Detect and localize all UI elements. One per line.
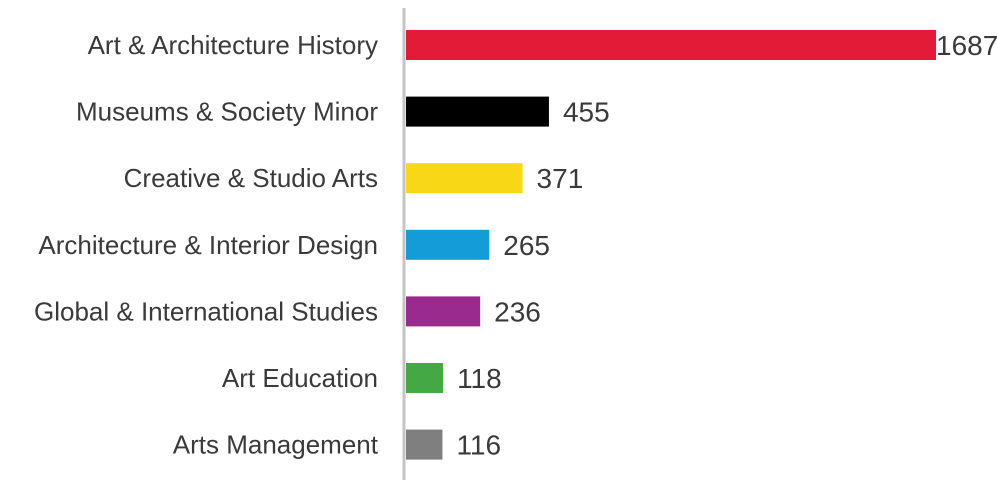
bar: [406, 30, 936, 60]
bar: [406, 363, 444, 393]
value-label: 1687: [936, 30, 997, 61]
category-label: Architecture & Interior Design: [38, 230, 378, 260]
value-label: 371: [537, 163, 584, 194]
bar: [406, 163, 523, 194]
value-label: 116: [456, 430, 501, 461]
category-label: Creative & Studio Arts: [124, 163, 378, 193]
category-label: Art Education: [222, 363, 378, 393]
bar: [406, 229, 490, 260]
bar: [406, 429, 443, 460]
category-labels-layer: Art & Architecture History Museums & Soci…: [34, 30, 379, 460]
category-label: Global & International Studies: [34, 296, 378, 326]
category-label: Arts Management: [173, 430, 379, 460]
bar: [406, 96, 549, 127]
category-label: Art & Architecture History: [88, 30, 378, 60]
value-label: 265: [503, 230, 550, 261]
category-label: Museums & Society Minor: [76, 97, 378, 127]
value-label: 455: [563, 97, 610, 128]
bar: [406, 296, 481, 327]
value-label: 118: [457, 363, 502, 394]
bars-layer: [406, 30, 936, 460]
value-labels-layer: 1687 455 371 265 236 118 116: [456, 30, 997, 461]
value-label: 236: [494, 296, 541, 327]
